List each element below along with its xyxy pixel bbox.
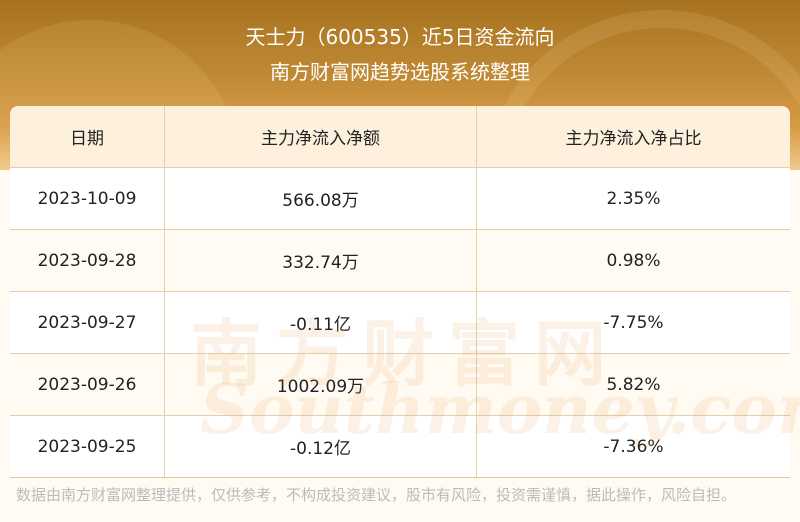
date-cell: 2023-09-25: [10, 416, 165, 477]
table-row: 2023-09-27 -0.11亿 -7.75%: [10, 291, 790, 353]
table-row: 2023-09-26 1002.09万 5.82%: [10, 353, 790, 415]
net-ratio-cell: -7.75%: [603, 312, 664, 333]
net-amount-cell: -0.11亿: [165, 292, 477, 353]
table-row: 2023-10-09 566.08万 2.35%: [10, 167, 790, 229]
page-subtitle: 南方财富网趋势选股系统整理: [270, 60, 530, 84]
column-header-net-amount: 主力净流入净额: [165, 106, 477, 167]
net-amount-cell: 566.08万: [165, 168, 477, 229]
net-ratio-cell: 2.35%: [606, 188, 661, 209]
table-header: 日期 主力净流入净额 主力净流入净占比: [10, 106, 790, 167]
table-row: 2023-09-28 332.74万 0.98%: [10, 229, 790, 291]
table-row: 2023-09-25 -0.12亿 -7.36%: [10, 415, 790, 477]
column-header-date: 日期: [10, 106, 165, 167]
net-ratio-cell: -7.36%: [603, 436, 664, 457]
net-amount-cell: -0.12亿: [165, 416, 477, 477]
disclaimer: 数据由南方财富网整理提供，仅供参考，不构成投资建议，股市有风险，投资需谨慎，据此…: [16, 486, 737, 504]
net-ratio-cell: 5.82%: [606, 374, 661, 395]
column-header-net-ratio: 主力净流入净占比: [565, 129, 702, 149]
net-amount-cell: 332.74万: [165, 230, 477, 291]
date-cell: 2023-09-26: [10, 354, 165, 415]
date-cell: 2023-09-28: [10, 230, 165, 291]
date-cell: 2023-10-09: [10, 168, 165, 229]
date-cell: 2023-09-27: [10, 292, 165, 353]
fund-flow-table: 日期 主力净流入净额 主力净流入净占比 2023-10-09 566.08万 2…: [10, 106, 790, 478]
page-title: 天士力（600535）近5日资金流向: [245, 25, 555, 49]
net-amount-cell: 1002.09万: [165, 354, 477, 415]
net-ratio-cell: 0.98%: [606, 250, 661, 271]
